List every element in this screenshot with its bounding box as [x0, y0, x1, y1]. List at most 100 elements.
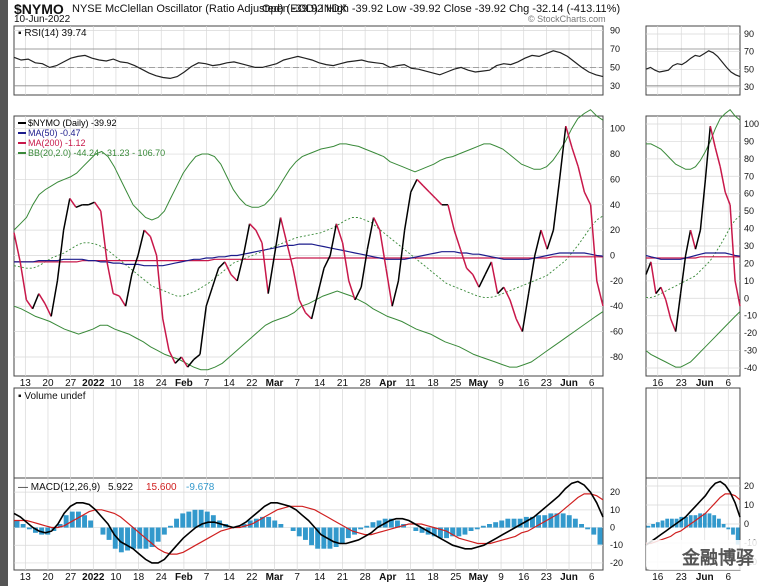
rsi-ytick: 70 [610, 44, 620, 54]
nymo-segment [310, 293, 319, 320]
macd-hist-bar [26, 527, 32, 530]
main-macd-frame [13, 477, 604, 571]
nymo-segment [218, 261, 226, 269]
ohlc-readout: Open -39.92 High -39.92 Low -39.92 Close… [262, 3, 621, 15]
xtick-label-price: Feb [175, 378, 193, 389]
zoom-rsi-ytick: 90 [744, 29, 754, 39]
nymo-segment [298, 299, 307, 313]
nymo-segment [13, 232, 21, 263]
chart-date: 10-Jun-2022 [14, 14, 71, 25]
macd-hist-bar [272, 520, 278, 528]
nymo-segment [354, 286, 362, 301]
xtick-label-price: 23 [541, 378, 553, 389]
macd-hist-bar [517, 518, 523, 528]
xtick-label-macd: 23 [541, 572, 553, 583]
macd-hist-bar [76, 511, 81, 528]
nymo-segment [137, 229, 145, 256]
zoom-macd-ytick: 0 [744, 519, 749, 529]
window-edge [0, 0, 8, 586]
nymo-segment [323, 255, 331, 269]
wechat-watermark-text: 金融博驿 [682, 548, 754, 569]
zoom-nymo-segment [650, 261, 657, 294]
xtick-label-price: 7 [204, 378, 210, 389]
zoom-macd-signal-series [646, 493, 741, 545]
macd-hist-bar [358, 527, 364, 530]
nymo-segment [236, 255, 245, 282]
xtick-label-price: 21 [337, 378, 349, 389]
zoom-nymo-segment [689, 229, 697, 250]
nymo-segment [341, 242, 350, 282]
zoom-rsi-ytick: 70 [744, 47, 754, 57]
macd-hist-bar [572, 518, 578, 528]
macd-ytick: 10 [610, 505, 620, 515]
ma50-series [14, 243, 604, 267]
macd-hist-bar [511, 518, 517, 528]
nymo-segment [69, 197, 77, 208]
nymo-segment [503, 286, 511, 301]
xtick-label-price: 11 [405, 378, 416, 389]
macd-hist-bar [112, 527, 118, 549]
xtick-label-macd: 21 [337, 572, 349, 583]
xtick-label-price: 18 [133, 378, 145, 389]
xtick-label-macd: 22 [246, 572, 258, 583]
bb-upper-series [13, 109, 604, 231]
xtick-label-price: Apr [379, 378, 396, 389]
macd-hist-bar [321, 527, 327, 549]
price-ytick: -40 [610, 301, 623, 311]
xtick-label-macd: 6 [589, 572, 595, 583]
zoom-nymo-segment [709, 125, 717, 148]
nymo-segment [149, 236, 158, 256]
macd-hist-bar [20, 524, 26, 528]
zoom-macd-hist-bar [735, 527, 740, 545]
macd-hist-bar [309, 527, 314, 546]
nymo-segment [329, 223, 338, 256]
price-ytick: 100 [610, 124, 625, 134]
macd-hist-bar [493, 522, 499, 528]
nymo-segment [44, 303, 52, 317]
macd-hist-bar [444, 527, 449, 539]
zoom-macd-hist-bar [679, 516, 684, 528]
zoom-price-ytick: 60 [744, 189, 754, 199]
macd-hist-bar [100, 527, 106, 535]
price-legend-item: BB(20,2.0) -44.24 - 31.23 - 106.70 [28, 148, 165, 158]
macd-hist-bar [296, 527, 302, 537]
macd-hist-bar [456, 527, 462, 537]
macd-hist-bar [82, 515, 87, 528]
zoom-nymo-segment [665, 299, 672, 320]
nymo-segment [509, 299, 517, 320]
macd-hist-bar [505, 518, 511, 528]
xtick-label-macd: 20 [42, 572, 54, 583]
nymo-segment [292, 268, 300, 301]
xtick-label-price: 13 [20, 378, 32, 389]
macd-hist-bar [118, 527, 124, 553]
nymo-segment [75, 204, 83, 208]
xtick-label-price: 24 [156, 378, 168, 389]
nymo-segment [466, 267, 474, 276]
rsi-ytick: 90 [610, 26, 620, 36]
price-ytick: 60 [610, 174, 620, 184]
macd-hist-bar [303, 527, 308, 540]
zoom-nymo-segment [645, 261, 652, 275]
nymo-segment [527, 255, 536, 294]
macd-hist-bar [186, 511, 192, 528]
nymo-segment [435, 197, 443, 206]
macd-legend-hist: -9.678 [186, 482, 215, 493]
xtick-label-macd: 28 [360, 572, 372, 583]
zoom-rsi-ytick: 30 [744, 82, 754, 92]
nymo-segment [286, 242, 294, 269]
nymo-segment [596, 280, 604, 307]
zoom-nymo-segment [724, 191, 731, 206]
zoom-macd-hist-bar [693, 515, 698, 528]
nymo-segment [56, 230, 65, 281]
xtick-label-macd: 25 [450, 572, 462, 583]
zoom-nymo-segment [734, 280, 741, 307]
xtick-label-macd: Mar [266, 572, 284, 583]
xtick-label-macd: 11 [405, 572, 416, 583]
nymo-segment [31, 293, 40, 310]
xtick-label-price: 9 [498, 378, 504, 389]
macd-hist-bar [352, 527, 357, 535]
xtick-label-price: 25 [450, 378, 462, 389]
zoom-macd-hist-bar [702, 513, 707, 528]
macd-hist-bar [431, 527, 437, 537]
